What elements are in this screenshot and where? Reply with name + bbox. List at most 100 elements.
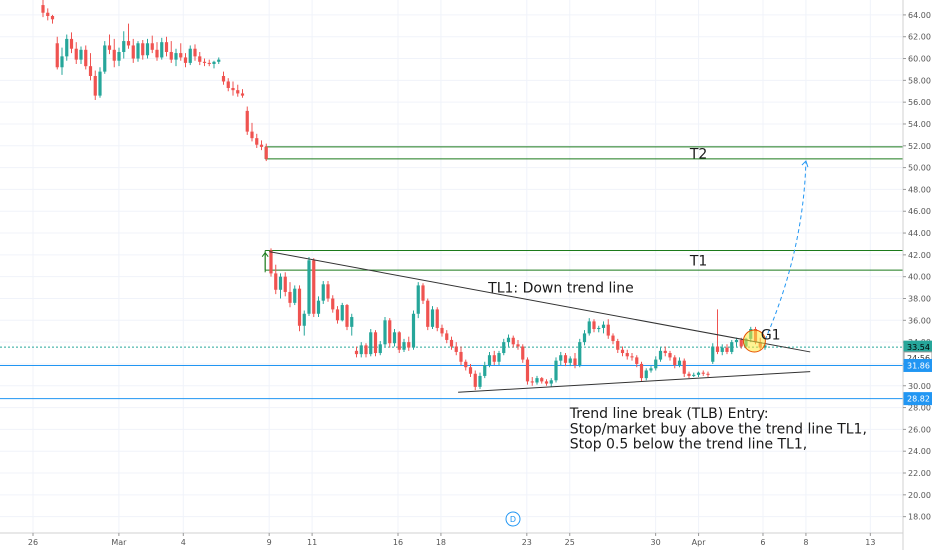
- candle-body: [687, 373, 691, 376]
- candle: [449, 336, 454, 350]
- y-tick-label: 60.00: [908, 55, 931, 64]
- x-tick-label: 23: [522, 538, 532, 547]
- candle: [98, 67, 102, 98]
- candle-body: [193, 48, 197, 57]
- candle-body: [459, 351, 463, 362]
- price-tag-box: [903, 358, 932, 372]
- candle: [331, 295, 335, 313]
- candle-body: [217, 59, 221, 62]
- candle: [497, 350, 501, 366]
- x-tick-label: 25: [565, 538, 575, 547]
- candle: [473, 370, 477, 391]
- candle-body: [350, 317, 354, 327]
- candle-body: [316, 300, 321, 314]
- d-marker-label: D: [510, 515, 516, 524]
- candle-body: [682, 360, 686, 374]
- candle: [530, 377, 534, 386]
- candle-body: [530, 381, 534, 383]
- candle-body: [440, 327, 444, 334]
- candle: [397, 331, 401, 354]
- candle-body: [188, 48, 192, 63]
- candle: [150, 35, 154, 54]
- time-axis[interactable]: 26 Mar 4 9 11 16 18 23 25 30 Apr 6 8 13: [28, 533, 876, 547]
- candle: [502, 338, 506, 356]
- candle-body: [221, 75, 226, 82]
- candle-body: [126, 41, 131, 46]
- annotations: T2 T1 TL1: Down trend line G1 Trend line bre…: [487, 146, 867, 452]
- y-tick-label: 56.00: [908, 98, 931, 107]
- price-axis[interactable]: 18.0020.0022.0024.0026.0028.0030.0032.00…: [903, 11, 931, 522]
- d-marker[interactable]: D: [505, 511, 521, 527]
- candle: [525, 357, 530, 385]
- candle: [84, 45, 88, 70]
- candle: [388, 318, 392, 348]
- candle: [677, 357, 682, 368]
- candle-body: [174, 53, 178, 60]
- candle-body: [112, 49, 116, 61]
- candle-body: [155, 49, 159, 58]
- candle: [464, 359, 468, 371]
- candle: [278, 273, 283, 299]
- y-tick-label: 50.00: [908, 164, 931, 173]
- candle: [117, 47, 121, 67]
- price-tag-label: 31.86: [907, 361, 930, 370]
- candle-body: [297, 288, 302, 326]
- candle-body: [411, 313, 416, 348]
- price-tag-label: 28.82: [907, 395, 930, 404]
- candle: [701, 370, 705, 376]
- candles: [41, 0, 767, 391]
- candle: [373, 330, 378, 357]
- candle-body: [668, 353, 672, 358]
- candle-body: [582, 333, 587, 343]
- candle-body: [378, 344, 382, 354]
- candle-body: [502, 342, 506, 354]
- y-tick-label: 24.00: [908, 447, 931, 456]
- candle-body: [701, 372, 705, 374]
- candle-body: [616, 341, 620, 350]
- candle-body: [511, 337, 515, 345]
- y-tick-label: 58.00: [908, 76, 931, 85]
- candle: [549, 378, 553, 387]
- y-tick-label: 42.00: [908, 251, 931, 260]
- candle-body: [364, 345, 368, 355]
- candle-body: [183, 57, 188, 63]
- candle: [41, 0, 45, 18]
- candle: [169, 41, 173, 63]
- candle: [46, 8, 50, 21]
- x-tick-label: 13: [865, 538, 875, 547]
- candle: [435, 307, 439, 332]
- candle-body: [117, 51, 121, 61]
- price-axis-background: [903, 0, 932, 550]
- candle-body: [635, 357, 639, 364]
- candle: [226, 78, 230, 92]
- candle-body: [288, 291, 292, 303]
- candle-body: [421, 285, 425, 301]
- candle-body: [131, 45, 135, 59]
- candle-body: [554, 360, 558, 381]
- annotation-text: T2: [689, 146, 707, 162]
- candle-body: [212, 61, 216, 64]
- candle: [259, 140, 264, 151]
- candle-body: [435, 309, 439, 328]
- candle-body: [720, 347, 724, 352]
- candle: [164, 36, 169, 57]
- x-tick-label: Apr: [692, 538, 707, 547]
- candle-body: [60, 56, 64, 68]
- annotation-text: G1: [761, 327, 781, 343]
- candle-body: [692, 374, 696, 376]
- candle: [383, 317, 387, 347]
- candle: [649, 366, 653, 373]
- candle: [459, 346, 463, 366]
- candle: [188, 45, 192, 66]
- candle-body: [250, 131, 254, 139]
- candle-body: [673, 357, 677, 366]
- candle: [616, 338, 620, 354]
- candle: [535, 375, 539, 385]
- grid-lines: [0, 0, 903, 533]
- y-tick-label: 22.00: [908, 469, 931, 478]
- candle: [250, 122, 254, 142]
- candle-body: [84, 49, 88, 67]
- candle: [131, 38, 135, 63]
- candle-body: [392, 332, 397, 344]
